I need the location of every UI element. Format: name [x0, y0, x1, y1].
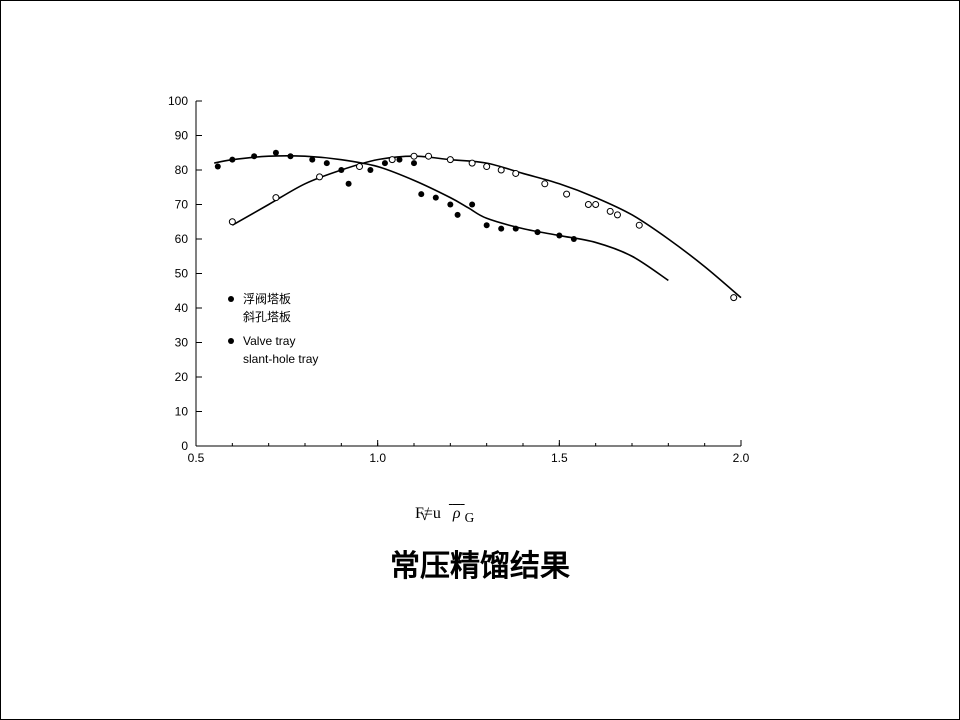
x-tick-label: 1.0: [369, 451, 386, 465]
data-point-slant-hole-tray: [731, 295, 737, 301]
data-point-slant-hole-tray: [614, 212, 620, 218]
data-point-valve-tray: [251, 153, 257, 159]
data-point-slant-hole-tray: [389, 157, 395, 163]
data-point-valve-tray: [346, 181, 352, 187]
page: 01020304050607080901000.51.01.52.0浮阀塔板斜孔…: [0, 0, 960, 720]
data-point-valve-tray: [447, 202, 453, 208]
legend-en1-marker: [228, 338, 234, 344]
legend: 浮阀塔板斜孔塔板 Valve tray slant-hole tray: [228, 292, 318, 366]
data-point-valve-tray: [498, 226, 504, 232]
data-point-valve-tray: [273, 150, 279, 156]
y-tick-label: 60: [175, 232, 189, 246]
figure-caption: 常压精馏结果: [1, 541, 959, 585]
data-point-slant-hole-tray: [469, 160, 475, 166]
data-point-slant-hole-tray: [317, 174, 323, 180]
data-point-slant-hole-tray: [426, 153, 432, 159]
series-curve-valve-tray: [214, 156, 668, 281]
data-point-valve-tray: [215, 164, 221, 170]
data-point-slant-hole-tray: [564, 191, 570, 197]
y-tick-label: 40: [175, 301, 189, 315]
x-tick-label: 0.5: [188, 451, 205, 465]
legend-en2-label: slant-hole tray: [243, 352, 318, 366]
chart-svg: 01020304050607080901000.51.01.52.0浮阀塔板斜孔…: [141, 91, 761, 491]
data-point-slant-hole-tray: [585, 202, 591, 208]
xlabel-rho: ρ: [453, 505, 461, 522]
x-axis-label: F=u ρ G √: [141, 505, 761, 526]
x-tick-label: 1.5: [551, 451, 568, 465]
data-point-slant-hole-tray: [542, 181, 548, 187]
data-point-slant-hole-tray: [607, 208, 613, 214]
data-point-valve-tray: [513, 226, 519, 232]
data-point-valve-tray: [469, 202, 475, 208]
data-point-slant-hole-tray: [498, 167, 504, 173]
data-point-valve-tray: [382, 160, 388, 166]
data-point-valve-tray: [556, 233, 562, 239]
data-point-valve-tray: [455, 212, 461, 218]
y-tick-label: 70: [175, 198, 189, 212]
y-tick-label: 90: [175, 129, 189, 143]
data-point-valve-tray: [287, 153, 293, 159]
data-point-valve-tray: [571, 236, 577, 242]
data-point-valve-tray: [535, 229, 541, 235]
y-tick-label: 80: [175, 163, 189, 177]
data-point-slant-hole-tray: [593, 202, 599, 208]
data-point-valve-tray: [324, 160, 330, 166]
data-point-slant-hole-tray: [229, 219, 235, 225]
y-tick-label: 10: [175, 405, 189, 419]
sqrt-radical: √: [420, 507, 429, 524]
legend-cn2-label: 斜孔塔板: [243, 310, 291, 324]
data-point-slant-hole-tray: [513, 170, 519, 176]
legend-cn1-marker: [228, 296, 234, 302]
x-tick-label: 2.0: [733, 451, 750, 465]
legend-en1-label: Valve tray: [243, 334, 295, 348]
xlabel-sub: G: [465, 510, 475, 525]
data-point-valve-tray: [433, 195, 439, 201]
data-point-slant-hole-tray: [357, 164, 363, 170]
data-point-valve-tray: [418, 191, 424, 197]
data-point-valve-tray: [367, 167, 373, 173]
data-point-valve-tray: [309, 157, 315, 163]
y-tick-label: 30: [175, 336, 189, 350]
data-point-slant-hole-tray: [411, 153, 417, 159]
data-point-slant-hole-tray: [273, 195, 279, 201]
y-tick-label: 100: [168, 94, 188, 108]
data-point-slant-hole-tray: [484, 164, 490, 170]
y-tick-label: 20: [175, 370, 189, 384]
chart-container: 01020304050607080901000.51.01.52.0浮阀塔板斜孔…: [141, 91, 761, 491]
legend-cn1-label: 浮阀塔板: [243, 292, 291, 306]
data-point-slant-hole-tray: [447, 157, 453, 163]
data-point-valve-tray: [484, 222, 490, 228]
data-point-slant-hole-tray: [636, 222, 642, 228]
data-point-valve-tray: [411, 160, 417, 166]
xlabel-sqrt: ρ G: [445, 505, 478, 522]
data-point-valve-tray: [229, 157, 235, 163]
y-tick-label: 50: [175, 267, 189, 281]
